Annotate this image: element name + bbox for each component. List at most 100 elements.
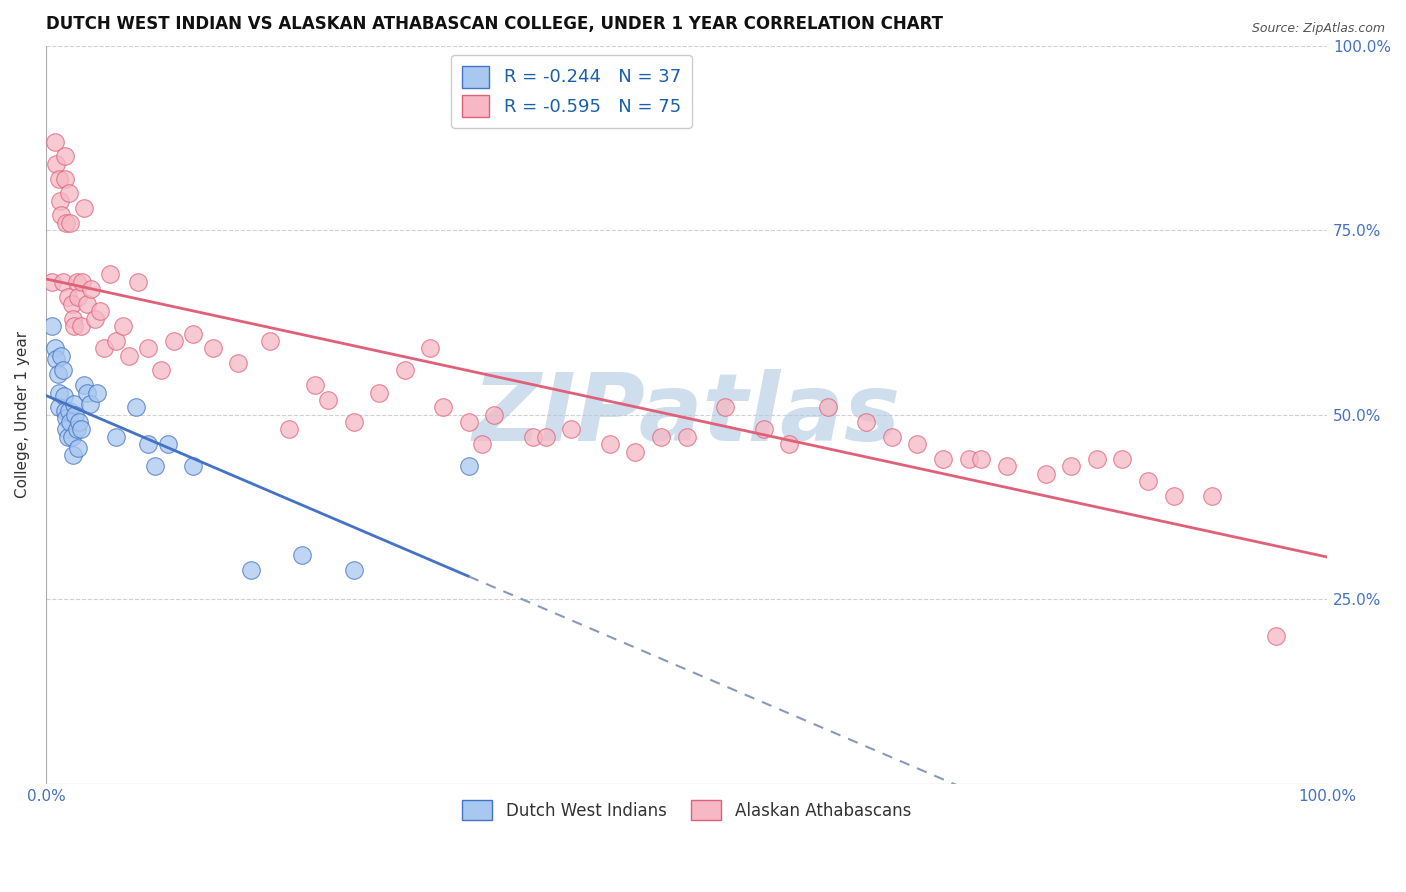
Point bbox=[63, 396, 86, 410]
Point bbox=[1035, 467, 1057, 481]
Point bbox=[259, 334, 281, 348]
Point bbox=[56, 290, 79, 304]
Point bbox=[58, 186, 80, 201]
Point bbox=[44, 341, 66, 355]
Point bbox=[127, 275, 149, 289]
Point bbox=[53, 404, 76, 418]
Point bbox=[291, 548, 314, 562]
Point bbox=[89, 304, 111, 318]
Point bbox=[457, 459, 479, 474]
Point bbox=[79, 396, 101, 410]
Point bbox=[599, 437, 621, 451]
Point bbox=[201, 341, 224, 355]
Point bbox=[69, 319, 91, 334]
Point bbox=[53, 149, 76, 163]
Point bbox=[59, 415, 82, 429]
Point bbox=[44, 135, 66, 149]
Point bbox=[60, 297, 83, 311]
Text: Source: ZipAtlas.com: Source: ZipAtlas.com bbox=[1251, 22, 1385, 36]
Point bbox=[855, 415, 877, 429]
Point bbox=[419, 341, 441, 355]
Point bbox=[52, 363, 75, 377]
Point bbox=[52, 389, 75, 403]
Point bbox=[83, 311, 105, 326]
Point bbox=[970, 452, 993, 467]
Point bbox=[105, 334, 128, 348]
Point bbox=[183, 326, 205, 341]
Point bbox=[52, 275, 75, 289]
Point bbox=[240, 563, 263, 577]
Point bbox=[55, 422, 77, 436]
Point bbox=[48, 385, 70, 400]
Point bbox=[1163, 489, 1185, 503]
Point bbox=[278, 422, 301, 436]
Point bbox=[1137, 474, 1160, 488]
Point bbox=[51, 349, 73, 363]
Point bbox=[56, 430, 79, 444]
Point bbox=[59, 216, 82, 230]
Point bbox=[534, 430, 557, 444]
Point bbox=[368, 385, 391, 400]
Legend: Dutch West Indians, Alaskan Athabascans: Dutch West Indians, Alaskan Athabascans bbox=[456, 793, 918, 827]
Point bbox=[905, 437, 928, 451]
Point bbox=[226, 356, 249, 370]
Point bbox=[1060, 459, 1083, 474]
Point bbox=[48, 401, 70, 415]
Point bbox=[66, 422, 89, 436]
Point bbox=[55, 216, 77, 230]
Point bbox=[58, 404, 80, 418]
Point bbox=[150, 363, 173, 377]
Point bbox=[93, 341, 115, 355]
Point bbox=[65, 408, 87, 422]
Point bbox=[304, 378, 326, 392]
Point bbox=[560, 422, 582, 436]
Point bbox=[817, 401, 839, 415]
Point bbox=[752, 422, 775, 436]
Point bbox=[66, 290, 89, 304]
Point bbox=[46, 367, 69, 381]
Point bbox=[156, 437, 179, 451]
Point bbox=[66, 275, 89, 289]
Y-axis label: College, Under 1 year: College, Under 1 year bbox=[15, 331, 30, 499]
Point bbox=[471, 437, 494, 451]
Point bbox=[76, 297, 98, 311]
Point bbox=[624, 444, 647, 458]
Point bbox=[111, 319, 134, 334]
Point bbox=[432, 401, 454, 415]
Point bbox=[118, 349, 141, 363]
Point bbox=[1265, 629, 1288, 643]
Point bbox=[53, 171, 76, 186]
Point bbox=[69, 422, 91, 436]
Point bbox=[73, 378, 96, 392]
Text: ZIPatlas: ZIPatlas bbox=[472, 368, 901, 460]
Point bbox=[98, 268, 121, 282]
Point bbox=[675, 430, 697, 444]
Point bbox=[138, 437, 160, 451]
Point bbox=[86, 385, 108, 400]
Point bbox=[60, 430, 83, 444]
Point bbox=[138, 341, 160, 355]
Point bbox=[316, 392, 339, 407]
Point bbox=[41, 319, 63, 334]
Point bbox=[932, 452, 955, 467]
Point bbox=[55, 411, 77, 425]
Point bbox=[51, 209, 73, 223]
Point bbox=[76, 385, 98, 400]
Point bbox=[1201, 489, 1223, 503]
Point bbox=[484, 408, 506, 422]
Point bbox=[73, 201, 96, 215]
Point bbox=[650, 430, 672, 444]
Point bbox=[1085, 452, 1108, 467]
Point bbox=[1111, 452, 1133, 467]
Point bbox=[183, 459, 205, 474]
Point bbox=[62, 311, 84, 326]
Point bbox=[957, 452, 980, 467]
Point bbox=[880, 430, 903, 444]
Point bbox=[105, 430, 128, 444]
Point bbox=[778, 437, 800, 451]
Point bbox=[48, 171, 70, 186]
Point bbox=[45, 352, 67, 367]
Text: DUTCH WEST INDIAN VS ALASKAN ATHABASCAN COLLEGE, UNDER 1 YEAR CORRELATION CHART: DUTCH WEST INDIAN VS ALASKAN ATHABASCAN … bbox=[46, 15, 943, 33]
Point bbox=[342, 563, 364, 577]
Point bbox=[143, 459, 166, 474]
